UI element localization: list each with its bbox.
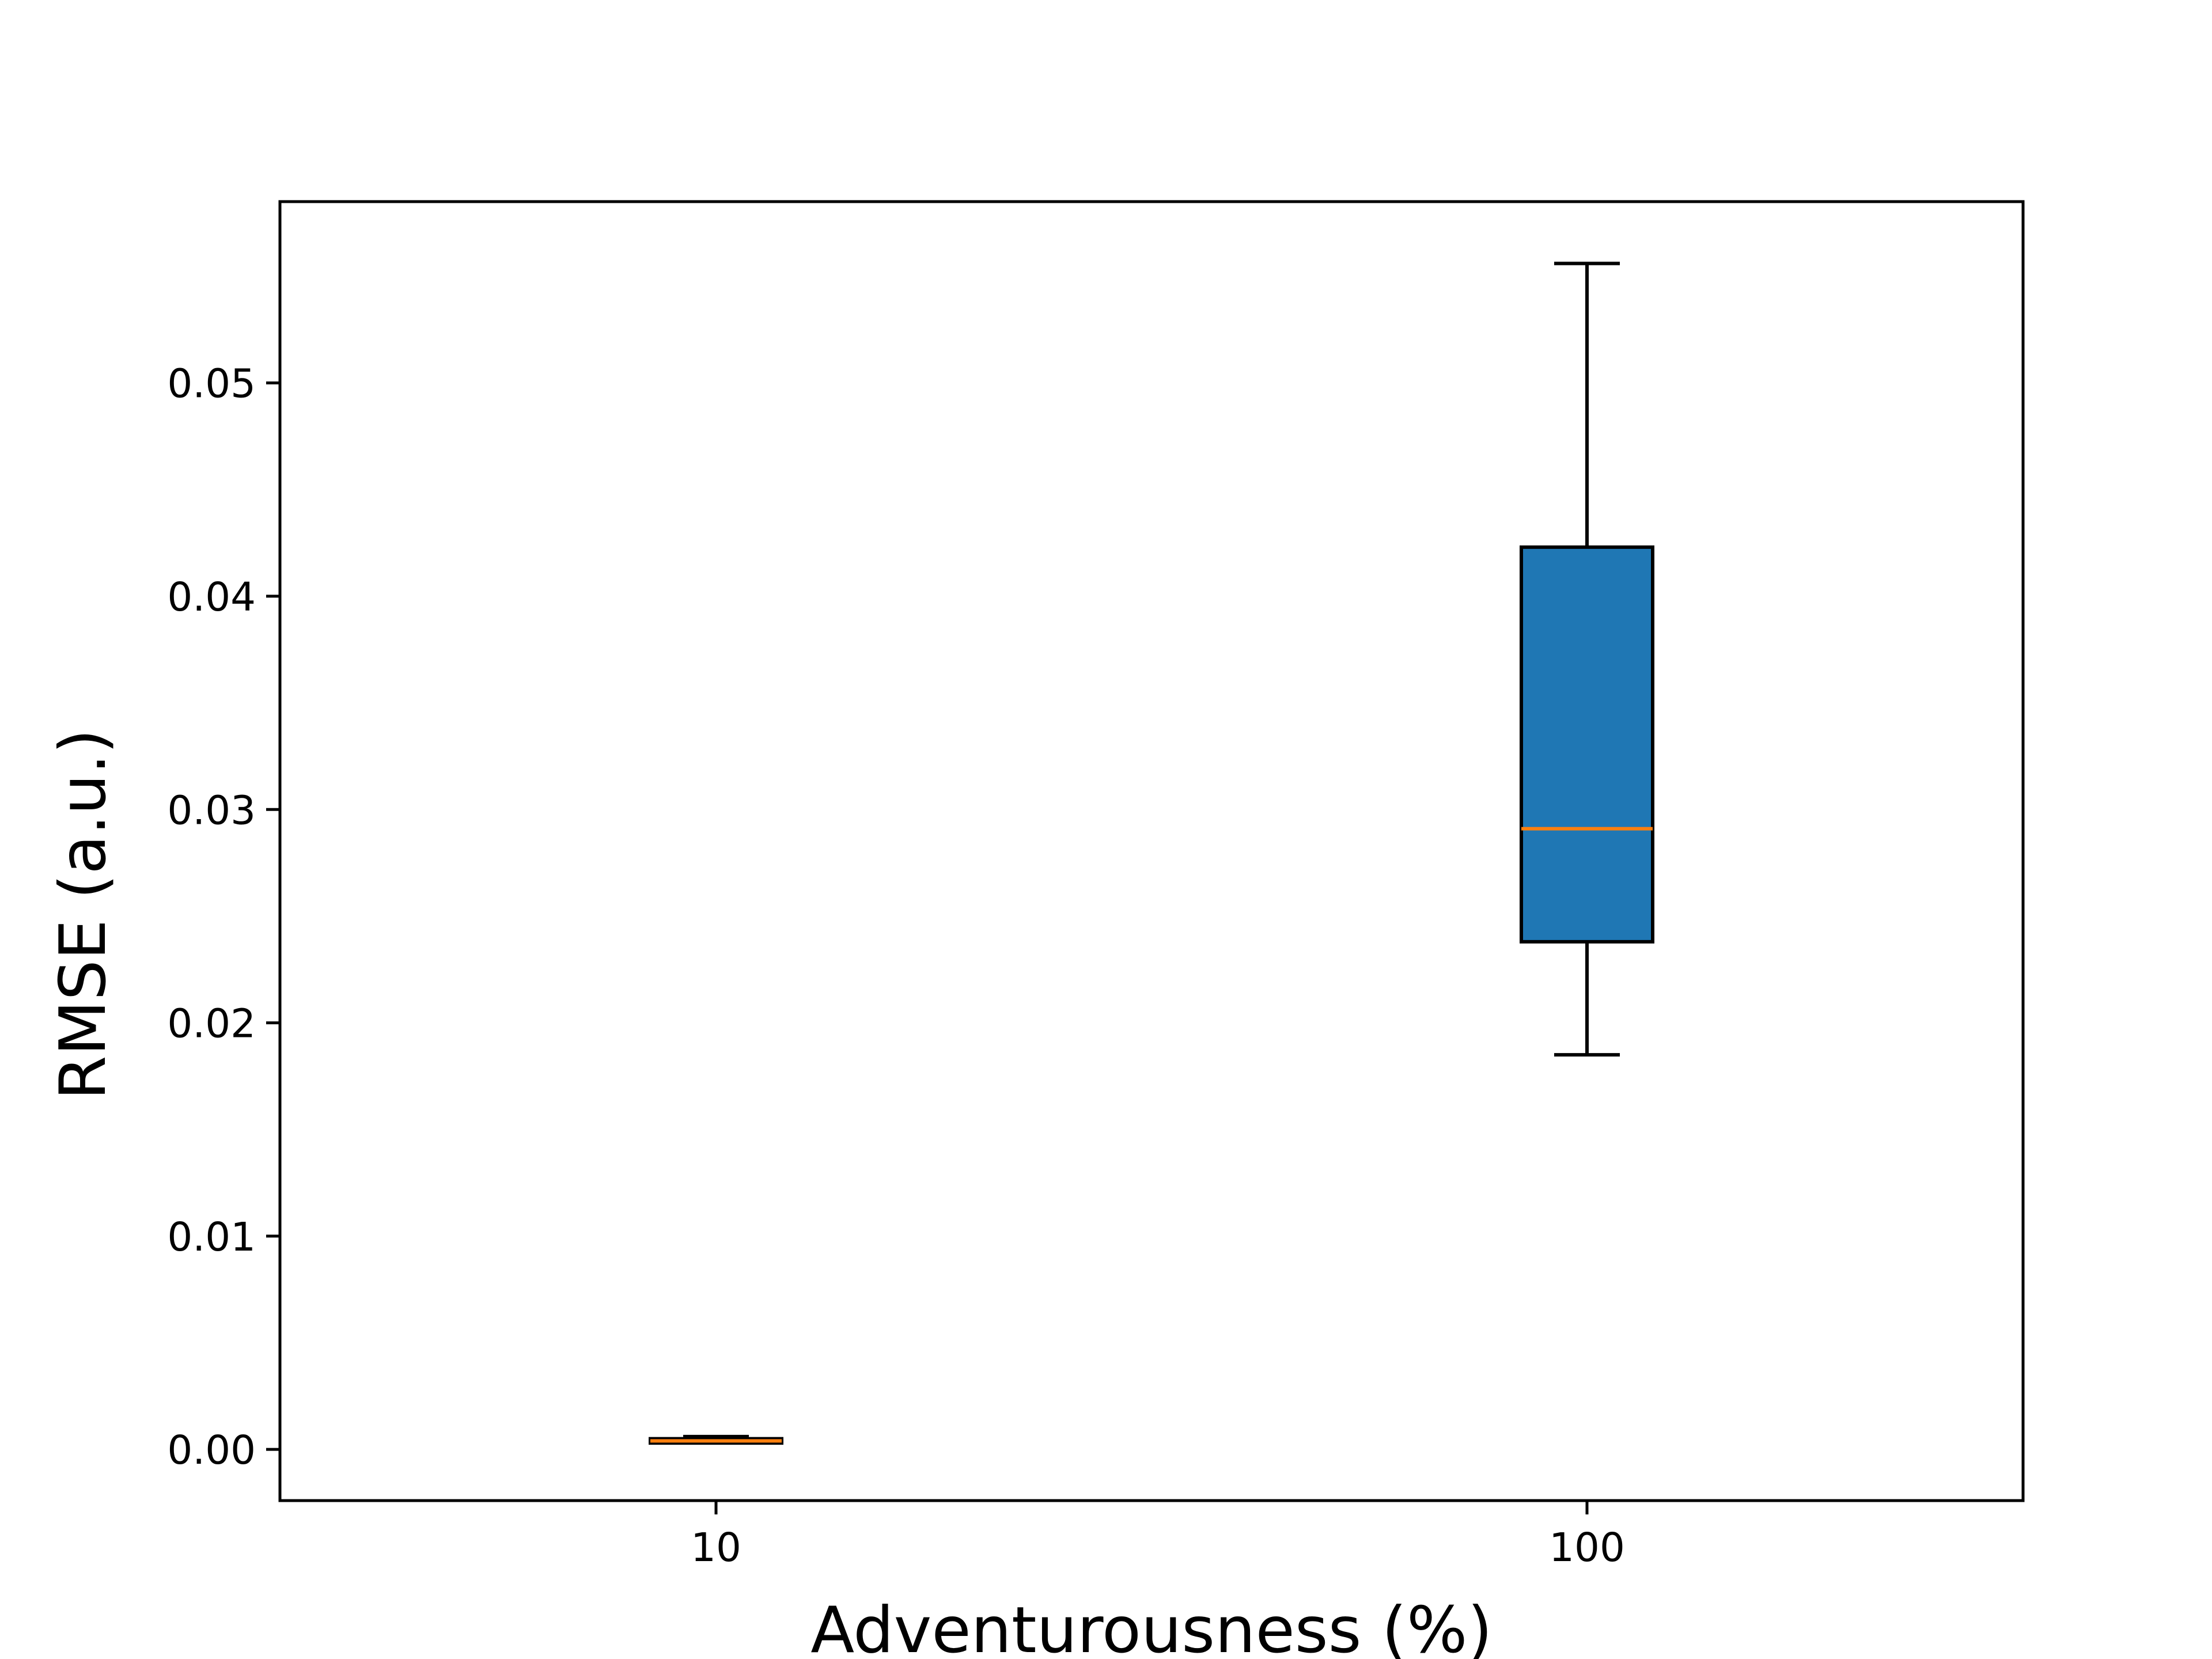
y-tick-label: 0.02 [167, 1001, 256, 1047]
x-tick-label: 100 [1549, 1525, 1625, 1571]
y-tick-label: 0.04 [167, 574, 256, 620]
x-axis-label: Adventurousness (%) [810, 1593, 1493, 1659]
box-group-10 [649, 1434, 783, 1445]
y-axis-ticks: 0.00 0.01 0.02 0.03 0.04 0.05 [167, 361, 280, 1474]
y-tick-label: 0.03 [167, 787, 256, 834]
x-axis-ticks: 10 100 [691, 1501, 1625, 1571]
y-tick-label: 0.05 [167, 361, 256, 407]
box-group-100 [1520, 262, 1654, 1057]
x-tick-label: 10 [691, 1525, 741, 1571]
plot-area-frame [278, 200, 2025, 1502]
y-tick-label: 0.01 [167, 1214, 256, 1260]
y-axis-label: RMSE (a.u.) [46, 729, 120, 1100]
y-tick-label: 0.00 [167, 1427, 256, 1474]
box-iqr [1520, 545, 1654, 944]
boxes-layer [649, 262, 1654, 1445]
